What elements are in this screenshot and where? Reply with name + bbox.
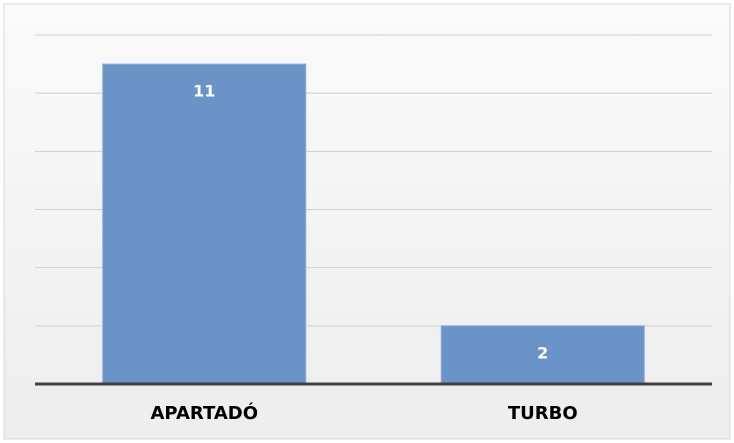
- data-label: 11: [193, 82, 215, 101]
- bar: [440, 325, 645, 385]
- bar: [102, 63, 307, 385]
- x-tick-label: APARTADÓ: [150, 402, 258, 424]
- x-tick-label: TURBO: [508, 403, 578, 424]
- data-label: 2: [537, 343, 548, 362]
